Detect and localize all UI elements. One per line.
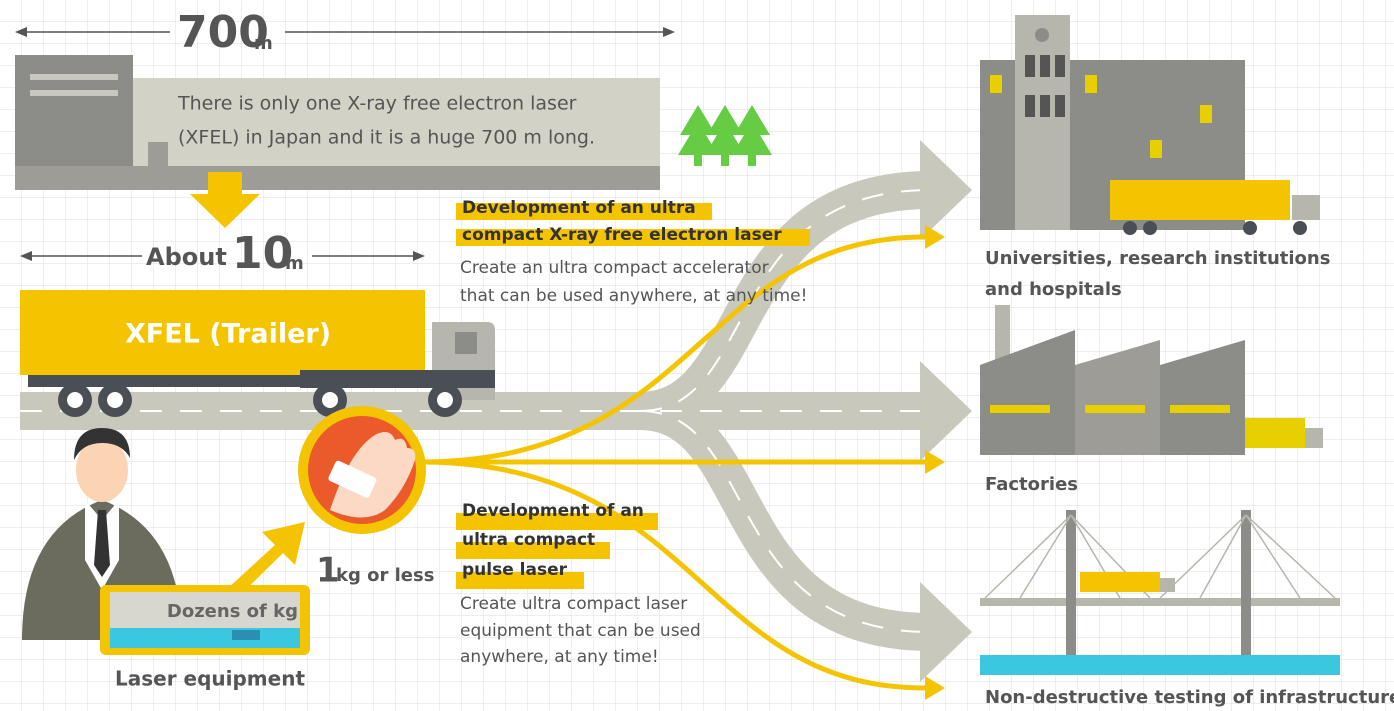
xfel-description: (XFEL) in Japan and it is a huge 700 m l… bbox=[178, 127, 595, 149]
trailer-length-prefix: About bbox=[146, 243, 227, 271]
xfel-dev-body: Create an ultra compact accelerator bbox=[460, 258, 769, 278]
university-illustration-part bbox=[1123, 221, 1137, 235]
xfel-length-unit: m bbox=[254, 33, 273, 54]
infographic: 700 m There is only one X-ray free elect… bbox=[0, 0, 1394, 711]
factory-illustration-part bbox=[1170, 405, 1230, 413]
destination-label: Non-destructive testing of infrastructur… bbox=[985, 687, 1394, 708]
laser-dev-body: equipment that can be used bbox=[460, 621, 701, 641]
destination-label: Universities, research institutions bbox=[985, 248, 1330, 269]
university-illustration-part bbox=[1200, 105, 1212, 123]
university-illustration-part bbox=[1025, 55, 1035, 77]
xfel-facility-part bbox=[15, 166, 660, 190]
university-illustration-part bbox=[1025, 95, 1035, 117]
xfel-facility-part bbox=[30, 74, 118, 80]
factory-illustration-part bbox=[1245, 418, 1305, 448]
laser-equipment-box-part bbox=[110, 628, 300, 648]
laser-dev-heading: Development of an bbox=[462, 501, 644, 521]
university-illustration-part bbox=[1040, 95, 1050, 117]
university-illustration-part bbox=[1085, 75, 1097, 93]
trailer-truck-part bbox=[67, 392, 83, 408]
trailer-truck-part bbox=[437, 392, 453, 408]
weight-before: Dozens of kg bbox=[167, 601, 298, 622]
trailer-truck-part bbox=[107, 392, 123, 408]
laser-dev-body: anywhere, at any time! bbox=[460, 647, 659, 667]
university-illustration-part bbox=[1292, 195, 1320, 220]
laser-dev-heading: ultra compact bbox=[462, 530, 595, 550]
xfel-dev-heading: Development of an ultra bbox=[462, 198, 696, 218]
university-illustration-part bbox=[1110, 180, 1290, 220]
bridge-illustration-part bbox=[1241, 510, 1251, 655]
bridge-illustration-part bbox=[1080, 572, 1160, 592]
university-illustration-part bbox=[1015, 15, 1070, 230]
university-illustration-part bbox=[1040, 55, 1050, 77]
university-illustration-part bbox=[1293, 221, 1307, 235]
xfel-facility-part bbox=[148, 142, 168, 166]
university-illustration-part bbox=[1055, 55, 1065, 77]
bridge-illustration-part bbox=[980, 598, 1340, 606]
weight-after-unit: kg or less bbox=[336, 565, 434, 586]
trailer-truck-part bbox=[455, 332, 477, 354]
trailer-length-unit: m bbox=[285, 253, 304, 274]
trailer-truck-part bbox=[322, 392, 338, 408]
destination-label: and hospitals bbox=[985, 279, 1122, 300]
university-illustration-part bbox=[1035, 28, 1049, 42]
xfel-dev-heading: compact X-ray free electron laser bbox=[462, 225, 782, 245]
university-illustration-part bbox=[1243, 221, 1257, 235]
xfel-dev-body: that can be used anywhere, at any time! bbox=[460, 286, 807, 306]
factory-illustration-part bbox=[1085, 405, 1145, 413]
trees-part bbox=[748, 154, 756, 166]
university-illustration-part bbox=[1150, 140, 1162, 158]
xfel-facility-part bbox=[133, 78, 660, 166]
bridge-illustration-part bbox=[1066, 510, 1076, 655]
trees-part bbox=[694, 154, 702, 166]
compact-laser-icon bbox=[298, 406, 426, 534]
bridge-illustration-part bbox=[980, 655, 1340, 675]
university-illustration-part bbox=[1143, 221, 1157, 235]
laser-equipment-label: Laser equipment bbox=[115, 667, 305, 691]
factory-illustration-part bbox=[1305, 428, 1323, 448]
xfel-facility-part bbox=[30, 90, 118, 96]
factory-illustration-part bbox=[990, 405, 1050, 413]
laser-dev-body: Create ultra compact laser bbox=[460, 594, 687, 614]
university-illustration-part bbox=[990, 75, 1002, 93]
laser-equipment-box-part bbox=[232, 630, 260, 640]
laser-dev-heading: pulse laser bbox=[462, 560, 568, 580]
university-illustration-part bbox=[1055, 95, 1065, 117]
xfel-description: There is only one X-ray free electron la… bbox=[177, 93, 577, 115]
trees-part bbox=[721, 154, 729, 166]
destination-label: Factories bbox=[985, 474, 1078, 495]
trailer-label: XFEL (Trailer) bbox=[125, 319, 331, 350]
bridge-illustration-part bbox=[1160, 578, 1175, 592]
